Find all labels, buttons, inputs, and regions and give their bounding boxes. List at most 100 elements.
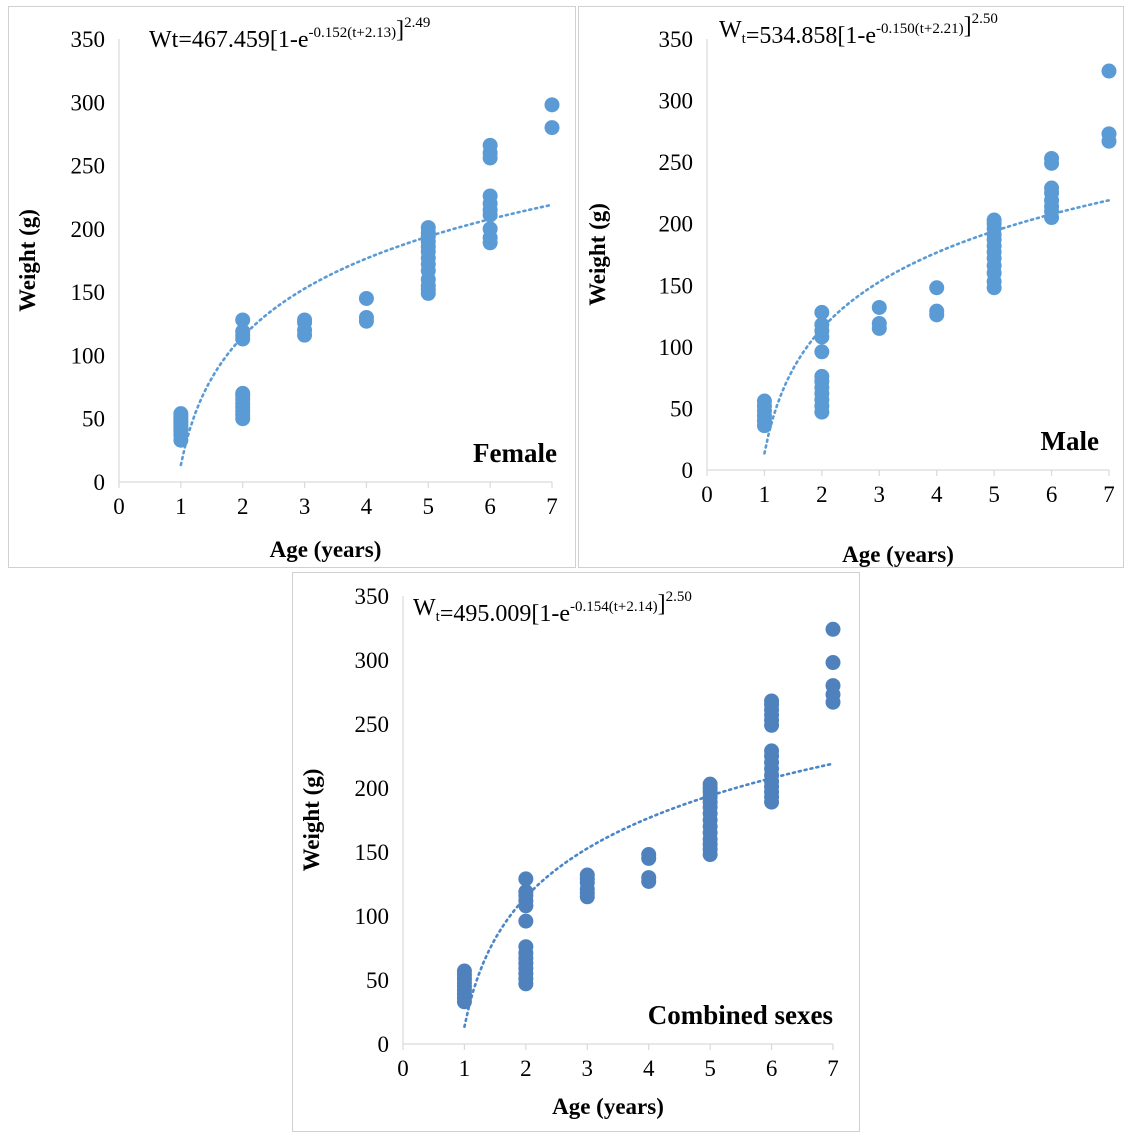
male-data-point (929, 303, 945, 319)
female-data-point (482, 221, 498, 237)
combined-data-point (764, 693, 780, 709)
combined-data-point (579, 867, 595, 883)
male-equation-part: ] (964, 13, 972, 39)
male-y-axis-title: Weight (g) (585, 203, 610, 306)
combined-y-tick-label: 250 (355, 712, 390, 737)
combined-x-tick-label: 0 (397, 1056, 409, 1081)
female-x-tick-label: 7 (546, 494, 558, 519)
combined-x-tick-label: 5 (704, 1056, 716, 1081)
combined-x-axis-title: Age (years) (552, 1094, 664, 1119)
female-chart: 0 1 2 3 4 5 6 7 0 50 100 150 200 250 300 350 Age (years)… (15, 15, 560, 562)
male-y-tick-label: 150 (659, 273, 694, 298)
female-data-point (235, 385, 251, 401)
combined-y-tick-label: 100 (355, 904, 390, 929)
male-y-tick-label: 100 (659, 335, 694, 360)
female-equation-part: 2.49 (404, 15, 430, 31)
male-x-tick-label: 1 (759, 482, 771, 507)
combined-equation-part: =495.009[1-e (440, 601, 570, 627)
combined-equation-part: W (413, 595, 436, 621)
male-chart: 0 1 2 3 4 5 6 7 0 50 100 150 200 250 300 350 Age (years)… (585, 11, 1117, 567)
male-equation-part: 2.50 (972, 11, 998, 27)
combined-y-axis-title: Weight (g) (299, 769, 324, 872)
female-y-tick-label: 250 (71, 154, 106, 179)
male-y-tick-label: 0 (682, 458, 694, 483)
female-data-point (544, 120, 560, 136)
male-y-tick-label: 350 (659, 27, 694, 52)
male-x-tick-label: 2 (816, 482, 828, 507)
combined-equation-part: 2.50 (666, 589, 692, 605)
female-data-point (235, 312, 251, 328)
combined-data-point (518, 884, 534, 900)
combined-y-tick-label: 350 (355, 584, 390, 609)
male-chart-panel: 0 1 2 3 4 5 6 7 0 50 100 150 200 250 300 350 Age (years)… (578, 6, 1124, 568)
female-data-point (482, 137, 498, 153)
male-equation: Wt=534.858[1-e-0.150(t+2.21)]2.50 (719, 11, 998, 49)
male-data-point (1044, 150, 1060, 166)
combined-data-point (825, 621, 841, 637)
combined-data-point (518, 913, 534, 929)
male-points (756, 63, 1117, 434)
female-x-tick-label: 5 (423, 494, 435, 519)
male-data-point (1101, 63, 1117, 79)
female-data-point (420, 220, 436, 236)
female-points (173, 97, 560, 448)
combined-data-point (825, 678, 841, 694)
female-x-tick-label: 2 (237, 494, 249, 519)
male-data-point (756, 393, 772, 409)
female-y-tick-label: 0 (94, 470, 106, 495)
female-x-tick-label: 4 (361, 494, 373, 519)
combined-data-point (518, 939, 534, 955)
female-equation-part: -0.152(t+2.13) (309, 25, 397, 41)
combined-x-tick-label: 7 (827, 1056, 839, 1081)
male-x-tick-label: 5 (988, 482, 1000, 507)
male-x-tick-label: 6 (1046, 482, 1058, 507)
combined-chart: 0 1 2 3 4 5 6 7 0 50 100 150 200 250 300 350 Age (years)… (299, 584, 841, 1119)
female-x-axis-title: Age (years) (270, 537, 382, 562)
female-equation-part: Wt=467.459[1-e (149, 27, 309, 53)
combined-data-point (641, 870, 657, 886)
female-x-tick-label: 0 (113, 494, 125, 519)
male-data-point (929, 280, 945, 296)
male-data-point (814, 317, 830, 333)
combined-equation: Wt=495.009[1-e-0.154(t+2.14)]2.50 (413, 589, 692, 627)
male-data-point (1101, 126, 1117, 142)
female-data-point (358, 309, 374, 325)
female-y-tick-label: 300 (71, 90, 106, 115)
male-equation-part: =534.858[1-e (746, 23, 876, 49)
male-x-tick-label: 3 (874, 482, 886, 507)
male-x-axis-title: Age (years) (842, 542, 954, 567)
combined-equation-part: t (436, 609, 441, 625)
male-y-tick-label: 250 (659, 150, 694, 175)
male-data-point (814, 344, 830, 360)
female-chart-panel: 0 1 2 3 4 5 6 7 0 50 100 150 200 250 300 350 Age (years)… (8, 6, 576, 568)
combined-x-tick-label: 2 (520, 1056, 532, 1081)
male-panel-label: Male (1041, 426, 1099, 456)
male-x-tick-label: 7 (1103, 482, 1115, 507)
male-data-point (814, 368, 830, 384)
male-data-point (871, 299, 887, 315)
female-data-point (173, 406, 189, 422)
combined-data-point (518, 871, 534, 887)
male-equation-part: -0.150(t+2.21) (876, 21, 964, 37)
combined-data-point (456, 963, 472, 979)
male-equation-part: W (719, 17, 742, 43)
combined-panel-label: Combined sexes (648, 1000, 833, 1030)
male-data-point (814, 304, 830, 320)
combined-y-tick-label: 150 (355, 840, 390, 865)
combined-x-tick-label: 4 (643, 1056, 655, 1081)
combined-y-tick-label: 50 (366, 968, 389, 993)
female-x-tick-label: 6 (484, 494, 496, 519)
female-y-tick-label: 100 (71, 343, 106, 368)
female-equation-part: ] (396, 17, 404, 43)
combined-x-tick-label: 6 (766, 1056, 778, 1081)
combined-equation-part: ] (658, 591, 666, 617)
combined-points (456, 621, 841, 1010)
combined-chart-panel: 0 1 2 3 4 5 6 7 0 50 100 150 200 250 300 350 Age (years)… (292, 572, 860, 1132)
female-data-point (358, 290, 374, 306)
male-y-tick-label: 50 (670, 396, 693, 421)
female-y-axis-title: Weight (g) (15, 209, 40, 312)
female-x-tick-label: 1 (175, 494, 187, 519)
male-equation-part: t (742, 31, 747, 47)
combined-data-point (764, 743, 780, 759)
